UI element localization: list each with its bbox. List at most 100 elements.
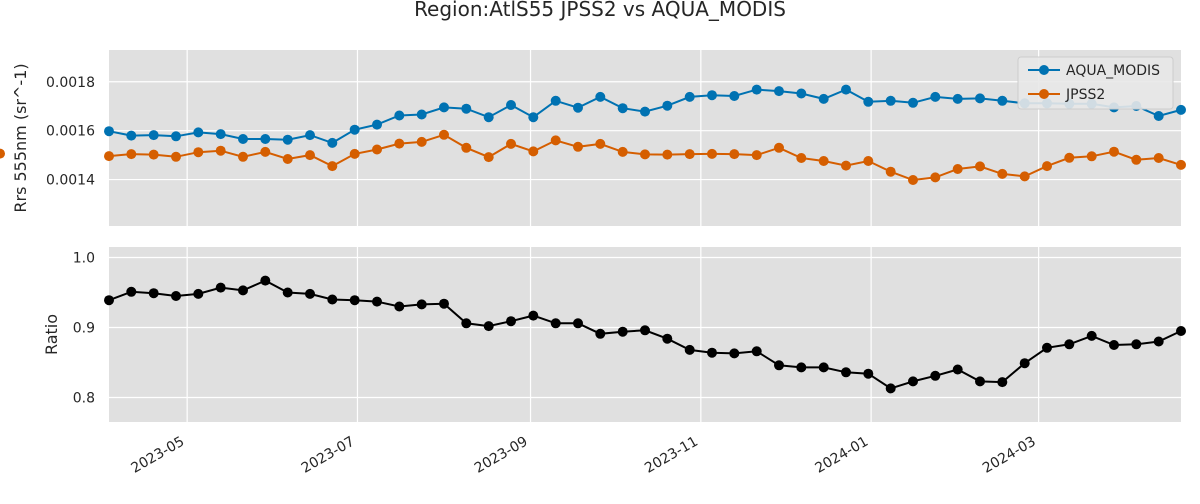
jpss2-point (104, 151, 114, 162)
jpss2-point (193, 147, 204, 158)
aqua-modis-point (349, 124, 360, 135)
ratio-point (171, 291, 181, 301)
ratio-point (729, 348, 740, 359)
ratio-point (282, 287, 293, 298)
jpss2-point (305, 150, 315, 161)
aqua-modis-point (841, 84, 851, 95)
aqua-modis-point (550, 95, 561, 106)
ratio-point (528, 310, 539, 321)
ratio-point (327, 294, 338, 305)
aqua-modis-point (684, 91, 695, 102)
aqua-modis-point (193, 127, 204, 138)
x-tick-label: 2023-11 (642, 434, 701, 477)
ratio-point (818, 362, 829, 373)
jpss2-point (684, 149, 695, 160)
jpss2-point (215, 145, 226, 156)
y-tick-label: 0.0014 (46, 173, 95, 189)
aqua-modis-point (372, 119, 382, 130)
aqua-modis-point (238, 134, 248, 144)
aqua-modis-point (416, 109, 427, 120)
aqua-modis-point (1176, 104, 1186, 115)
jpss2-point (1176, 159, 1186, 170)
aqua-modis-point (640, 106, 650, 117)
aqua-modis-point (305, 130, 315, 141)
ratio-point (1109, 340, 1119, 350)
ratio-point (483, 321, 494, 332)
aqua-modis-point (908, 97, 918, 108)
aqua-modis-point (461, 103, 472, 114)
jpss2-point (0, 148, 5, 159)
ratio-point (1064, 339, 1075, 350)
ratio-point (506, 316, 516, 327)
aqua-modis-point (573, 102, 583, 113)
ratio-point (707, 347, 717, 358)
jpss2-point (617, 146, 628, 157)
jpss2-point (1064, 152, 1075, 163)
jpss2-point (774, 142, 784, 153)
jpss2-point (930, 172, 941, 183)
x-tick-label: 2024-03 (980, 434, 1039, 477)
ratio-point (1176, 326, 1186, 336)
jpss2-point (528, 146, 539, 157)
jpss2-point (1086, 151, 1097, 162)
y-tick-label: 0.0016 (46, 124, 95, 140)
x-tick-label: 2023-07 (299, 434, 358, 477)
ratio-point (908, 376, 918, 387)
jpss2-point (595, 138, 606, 149)
aqua-modis-point (215, 129, 226, 140)
aqua-modis-point (104, 126, 114, 137)
ratio-point (104, 295, 114, 306)
aqua-modis-point (774, 86, 784, 97)
jpss2-point (640, 149, 650, 160)
ratio-point (1019, 358, 1030, 369)
jpss2-point (997, 168, 1008, 179)
ratio-point (684, 344, 695, 355)
jpss2-point (975, 161, 985, 172)
ratio-point (975, 376, 985, 387)
jpss2-point (439, 129, 449, 140)
ratio-point (595, 328, 606, 339)
ratio-point (617, 326, 628, 337)
jpss2-point (662, 149, 673, 160)
legend-label-aqua-modis: AQUA_MODIS (1066, 63, 1160, 79)
jpss2-point (952, 164, 963, 174)
ratio-point (394, 301, 405, 312)
ratio-point (126, 286, 137, 297)
aqua-modis-point (1153, 111, 1164, 121)
y-axis-label: Rrs 555nm (sr^-1) (11, 63, 30, 212)
ratio-point (751, 346, 762, 357)
jpss2-point (1019, 171, 1030, 182)
aqua-modis-point (751, 84, 762, 95)
y-tick-label: 0.9 (73, 321, 95, 337)
jpss2-point (416, 136, 427, 147)
aqua-modis-point (729, 91, 740, 101)
jpss2-point (126, 149, 137, 160)
jpss2-point (461, 142, 472, 153)
aqua-modis-point (863, 96, 874, 107)
ratio-point (952, 364, 963, 375)
aqua-modis-point (282, 134, 293, 145)
ratio-point (997, 377, 1008, 388)
ratio-point (260, 275, 271, 286)
ratio-point (640, 325, 650, 336)
jpss2-point (885, 166, 896, 177)
ratio-point (1153, 336, 1164, 347)
aqua-modis-point (126, 130, 137, 141)
jpss2-point (1131, 154, 1142, 165)
chart-title: Region:AtlS55 JPSS2 vs AQUA_MODIS (414, 0, 786, 21)
ratio-point (193, 288, 204, 299)
ratio-point (863, 368, 874, 379)
jpss2-point (171, 151, 181, 162)
ratio-point (148, 288, 159, 299)
aqua-modis-point (796, 88, 807, 99)
ratio-point (439, 298, 449, 309)
jpss2-point (394, 138, 405, 149)
jpss2-point (908, 175, 918, 185)
ratio-point (349, 295, 360, 306)
ratio-point (1042, 342, 1052, 353)
aqua-modis-point (148, 130, 159, 141)
aqua-modis-point (975, 93, 985, 104)
aqua-modis-point (171, 131, 181, 142)
